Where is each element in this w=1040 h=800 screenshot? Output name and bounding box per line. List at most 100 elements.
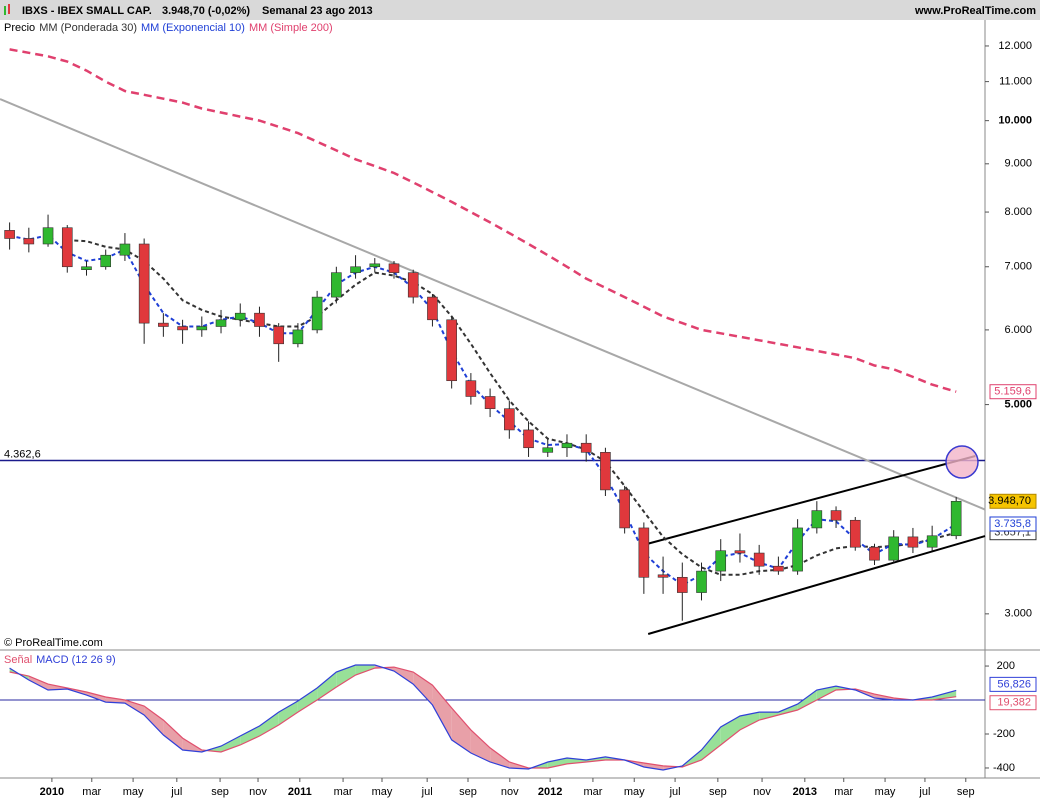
macd-fill [297,688,318,713]
x-tick-label: may [372,786,393,798]
x-tick-label: jul [170,786,182,798]
site: www.ProRealTime.com [914,5,1036,17]
y-tick-label: 200 [997,660,1015,672]
end-label: 3.735,8 [989,516,1037,532]
macd-fill [240,726,260,745]
x-tick-label: nov [753,786,771,798]
candle-body [254,312,265,327]
candle-body [23,238,35,245]
candle-body [465,380,477,397]
macd-fill [701,727,721,760]
macd-fill [470,729,491,762]
x-tick-label: mar [834,786,853,798]
legend-entry: MM (Simple 200) [248,22,333,34]
source: © ProRealTime.com [4,637,103,649]
macd-fill [317,672,337,700]
candle-body [773,565,784,572]
candle-body [484,396,496,410]
macd-fill [413,672,433,705]
end-label-box [989,493,1037,509]
candle-body [446,319,457,382]
macd-line [9,666,957,769]
trend-line [647,535,986,635]
candle-body [196,326,208,331]
candle-body [888,536,900,561]
macd-fill [720,716,740,745]
candle-body [158,322,169,327]
macd-fill [28,676,48,690]
macd-fill [124,700,145,715]
x-tick-label: 2011 [288,786,312,798]
y-tick-label: 3.000 [1004,608,1032,620]
macd-fill [86,692,106,703]
end-label: 19,382 [989,695,1037,711]
end-label-text: 19,382 [997,697,1031,709]
candle-body [792,527,803,572]
end-label-box [989,676,1037,692]
x-tick-label: 2010 [40,786,64,798]
candle-body [657,574,669,578]
moving-average [9,234,957,587]
candle-body [331,272,342,298]
x-tick-label: mar [82,786,101,798]
x-tick-label: sep [957,786,975,798]
x-tick-label: nov [501,786,519,798]
candle-body [273,326,284,345]
end-label-text: 3.948,70 [988,495,1031,507]
candle-body [350,266,361,273]
moving-average [9,48,957,393]
candle-body [734,550,746,554]
macd-fill [759,712,779,721]
macd-fill [451,708,471,753]
macd-fill [643,763,664,770]
candle-body [869,546,880,561]
end-label-text: 3.735,8 [994,518,1031,530]
legend-entry: Precio [4,22,36,34]
macd-fill [259,712,279,736]
macd-fill [163,720,183,750]
quote: 3.948,70 (-0,02%) [162,5,250,17]
candle-body [81,266,92,270]
candle-body [696,570,707,593]
end-label: 5.159,6 [989,384,1037,400]
trend-line [647,455,976,545]
candle-body [100,254,112,268]
candle-body [119,243,131,256]
x-tick-label: mar [583,786,602,798]
macd-line [9,664,957,771]
macd-fill [221,736,241,752]
macd-fill [547,758,567,768]
legend-entry: MM (Ponderada 30) [39,22,138,34]
candle-body [138,243,150,324]
candle-body [427,296,438,321]
end-label-box [989,384,1037,400]
highlight-circle [945,445,979,479]
candle-body [926,535,938,548]
end-label: 3.948,70 [988,493,1037,509]
legend: Precio MM (Ponderada 30) MM (Exponencial 1… [4,22,337,34]
candle-body [830,510,842,521]
header-bar [0,0,1040,20]
x-tick-label: 2013 [793,786,817,798]
x-tick-label: sep [459,786,477,798]
candle-body [950,500,962,537]
trend-line [0,98,986,511]
plot: 3.000 5.000 6.000 7.000 8.000 9.000 10.000 11.0… [0,40,1037,798]
macd-fill [740,712,760,730]
horizontal-line-label: 4.362,6 [4,448,41,460]
candle-body [523,429,534,449]
legend-entry: MM (Exponencial 10) [141,22,245,34]
legend: Señal MACD (12 26 9) [4,654,120,666]
x-tick-label: nov [249,786,267,798]
x-tick-label: may [123,786,144,798]
macd-fill [355,665,375,675]
candle-body [388,263,400,273]
legend-entry: Señal [4,654,33,666]
period: Semanal 23 ago 2013 [262,5,373,17]
x-tick-label: jul [669,786,681,798]
x-tick-label: jul [421,786,433,798]
macd-fill [932,690,957,700]
x-tick-label: may [875,786,896,798]
moving-average [67,239,957,576]
